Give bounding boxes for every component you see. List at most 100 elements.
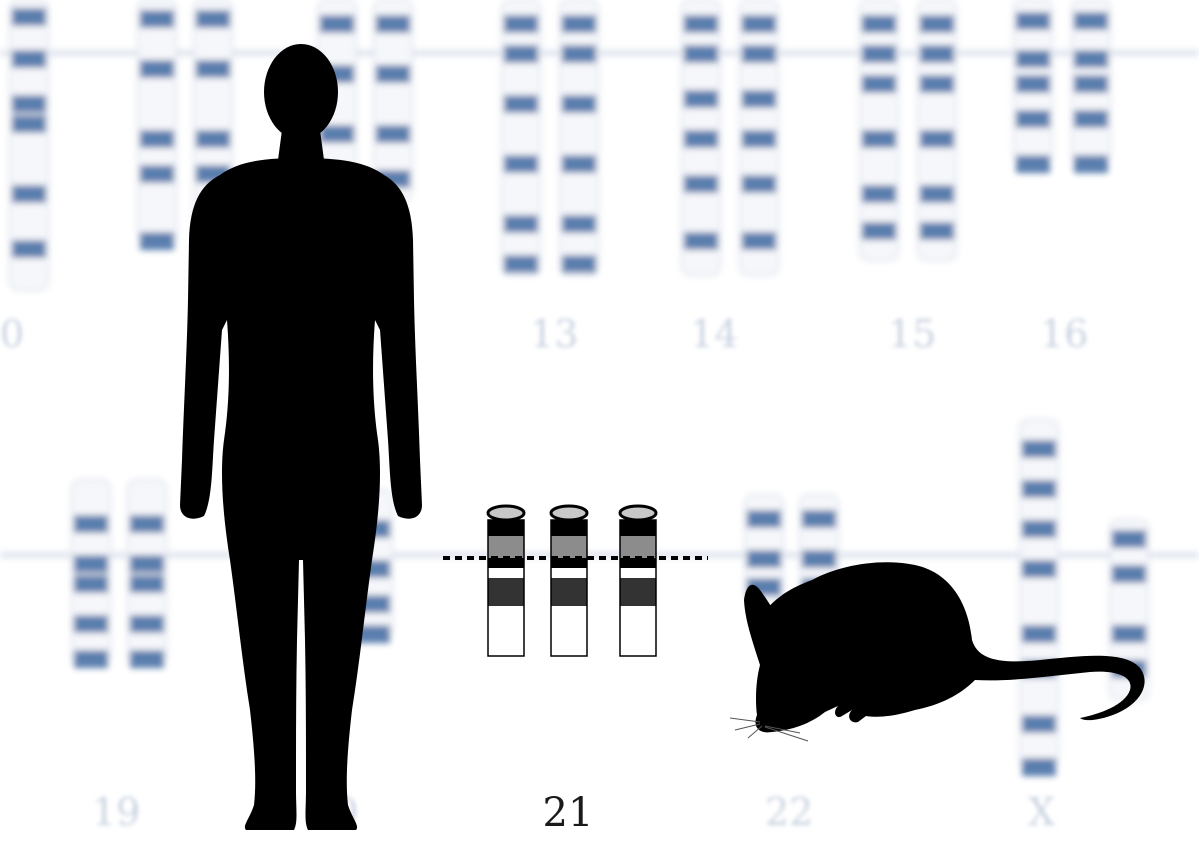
karyotype-label-10: 0	[0, 312, 25, 356]
chromosome-band	[620, 520, 656, 536]
bg-chromosome-band	[1022, 560, 1056, 578]
chromosome-band	[488, 536, 524, 558]
bg-chromosome-band	[1016, 110, 1050, 128]
bg-chromosome-band	[196, 130, 230, 148]
bg-chromosome-band	[920, 185, 954, 203]
chromosome-band	[551, 606, 587, 656]
chromosome-band	[488, 578, 524, 606]
bg-chromosome-band	[504, 95, 538, 113]
bg-chromosome-band	[74, 650, 108, 668]
bg-chromosome-band	[1016, 50, 1050, 68]
bg-chromosome-band	[1112, 530, 1146, 548]
chromosome-band	[551, 568, 587, 578]
bg-chromosome-band	[140, 165, 174, 183]
chromosome-band	[551, 536, 587, 558]
bg-chromosome-band	[862, 222, 896, 240]
chromosome-band	[620, 578, 656, 606]
bg-chromosome-band	[920, 130, 954, 148]
bg-chromosome-band	[862, 45, 896, 63]
bg-chromosome-band	[1074, 50, 1108, 68]
bg-chromosome-band	[562, 255, 596, 273]
bg-chromosome-band	[862, 15, 896, 33]
bg-chromosome-band	[140, 60, 174, 78]
bg-chromosome-band	[12, 95, 46, 113]
bg-chromosome-band	[130, 650, 164, 668]
chromosome-band	[620, 558, 656, 568]
bg-chromosome-band	[130, 515, 164, 533]
chromosome-band	[488, 520, 524, 536]
mouse-silhouette	[729, 562, 1145, 742]
karyotype-label-13: 13	[530, 312, 579, 356]
chromosome-band	[551, 558, 587, 568]
bg-chromosome-band	[562, 95, 596, 113]
chromosome-band	[488, 606, 524, 656]
bg-chromosome-band	[1022, 440, 1056, 458]
bg-chromosome	[9, 0, 49, 291]
bg-chromosome-band	[356, 625, 390, 643]
bg-chromosome-band	[74, 515, 108, 533]
bg-chromosome-band	[1074, 155, 1108, 173]
bg-chromosome-band	[504, 255, 538, 273]
bg-chromosome-band	[12, 185, 46, 203]
bg-chromosome-band	[684, 232, 718, 250]
bg-chromosome-band	[1022, 715, 1056, 733]
bg-chromosome-band	[742, 15, 776, 33]
bg-chromosome-band	[504, 15, 538, 33]
bg-chromosome-band	[12, 115, 46, 133]
bg-chromosome-band	[74, 575, 108, 593]
bg-chromosome-band	[747, 510, 781, 528]
bg-chromosome-band	[1112, 625, 1146, 643]
bg-chromosome-band	[562, 215, 596, 233]
bg-chromosome-band	[1016, 155, 1050, 173]
chromosome-21-copy	[618, 504, 658, 657]
bg-chromosome-band	[376, 125, 410, 143]
bg-chromosome-band	[74, 615, 108, 633]
bg-chromosome-band	[1022, 480, 1056, 498]
bg-chromosome-band	[1016, 12, 1050, 30]
chromosome-cap	[618, 504, 658, 522]
bg-chromosome-band	[1022, 625, 1056, 643]
chromosome-outline	[487, 519, 525, 657]
bg-chromosome-band	[376, 15, 410, 33]
chromosome-band	[620, 536, 656, 558]
bg-chromosome-band	[196, 60, 230, 78]
bg-chromosome-band	[920, 75, 954, 93]
bg-chromosome-band	[12, 8, 46, 26]
bg-chromosome	[559, 0, 599, 276]
bg-chromosome-band	[562, 155, 596, 173]
bg-chromosome-band	[862, 130, 896, 148]
bg-chromosome-band	[1074, 12, 1108, 30]
bg-chromosome-band	[376, 65, 410, 83]
bg-chromosome-band	[140, 130, 174, 148]
chromosome-outline	[550, 519, 588, 657]
bg-chromosome-band	[742, 232, 776, 250]
chromosome-band	[620, 606, 656, 656]
bg-chromosome-band	[504, 215, 538, 233]
bg-chromosome	[501, 0, 541, 276]
human-silhouette	[180, 44, 422, 830]
bg-chromosome-band	[1016, 75, 1050, 93]
bg-chromosome-band	[130, 615, 164, 633]
bg-chromosome-band	[920, 15, 954, 33]
bg-chromosome-band	[504, 45, 538, 63]
bg-chromosome-band	[802, 510, 836, 528]
bg-chromosome-band	[862, 75, 896, 93]
bg-chromosome-band	[684, 45, 718, 63]
chromosome-band	[551, 520, 587, 536]
trisomy-chromosomes	[486, 504, 658, 657]
bg-chromosome-band	[562, 15, 596, 33]
bg-chromosome-band	[684, 15, 718, 33]
bg-chromosome-band	[747, 550, 781, 568]
bg-chromosome-band	[1074, 110, 1108, 128]
chromosome-band	[488, 558, 524, 568]
bg-chromosome-band	[684, 130, 718, 148]
bg-chromosome-band	[742, 130, 776, 148]
bg-chromosome-band	[130, 575, 164, 593]
bg-chromosome-band	[920, 222, 954, 240]
bg-chromosome-band	[320, 15, 354, 33]
bg-chromosome-band	[802, 550, 836, 568]
chromosome-21-copy	[486, 504, 526, 657]
bg-chromosome-band	[140, 232, 174, 250]
bg-chromosome-band	[684, 90, 718, 108]
bg-chromosome-band	[742, 45, 776, 63]
